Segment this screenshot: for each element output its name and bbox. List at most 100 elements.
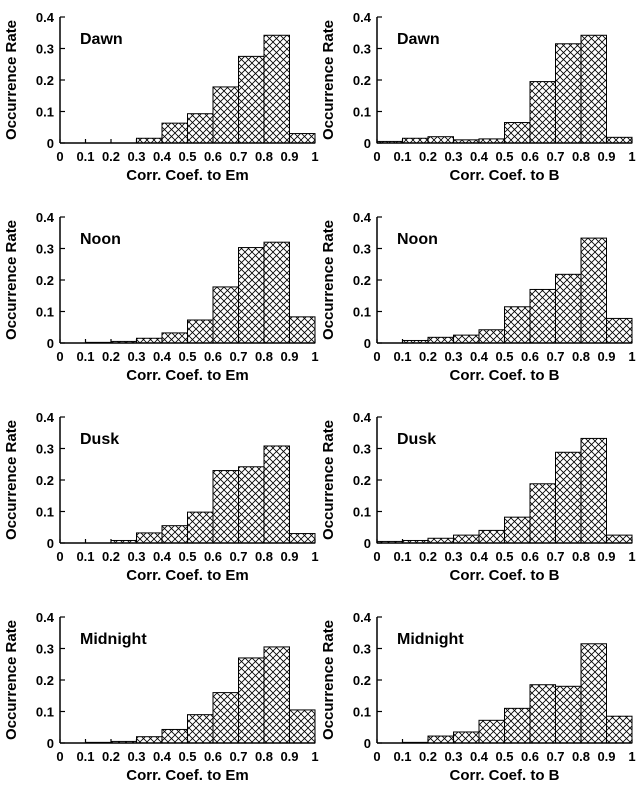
y-axis-label: Occurrence Rate	[320, 220, 337, 340]
panel-4: 0 0.1 0.2 0.3 0.4 0 0.1 0.2 0.3 0.4 0.5 0.6 0.7 0.8 0.…	[3, 410, 319, 584]
panel-1: 0 0.1 0.2 0.3 0.4 0 0.1 0.2 0.3 0.4 0.5 0.6 0.7 0.8 0.…	[320, 10, 636, 184]
x-tick-label: 0	[373, 549, 380, 564]
x-axis-label: Corr. Coef. to Em	[126, 767, 249, 784]
x-tick-label: 0	[373, 149, 380, 164]
x-tick-label: 0.3	[127, 349, 145, 364]
x-tick-label: 0.3	[444, 549, 462, 564]
x-tick-label: 0.8	[255, 549, 273, 564]
histogram-bar	[555, 451, 582, 544]
x-tick-label: 0.7	[546, 549, 564, 564]
y-tick-label: 0	[364, 736, 371, 751]
x-tick-label: 1	[628, 349, 635, 364]
panel-title: Noon	[397, 231, 438, 248]
x-tick-label: 0.7	[229, 549, 247, 564]
x-tick-label: 0.1	[393, 349, 411, 364]
x-tick-label: 0.2	[419, 549, 437, 564]
histogram-bar	[161, 728, 188, 744]
histogram-bar	[504, 306, 531, 344]
histogram-bar	[504, 707, 531, 744]
x-tick-label: 0.6	[521, 549, 539, 564]
x-tick-label: 0.7	[229, 349, 247, 364]
histogram-bar	[161, 122, 188, 144]
x-tick-label: 0.9	[597, 749, 615, 764]
y-tick-label: 0.4	[36, 10, 55, 25]
histogram-bar	[453, 334, 480, 344]
x-tick-label: 1	[311, 349, 318, 364]
histogram-bar	[427, 336, 454, 344]
x-tick-label: 0.1	[76, 749, 94, 764]
x-tick-label: 0.9	[280, 349, 298, 364]
x-tick-label: 0.9	[280, 749, 298, 764]
histogram-bar	[529, 288, 556, 344]
y-tick-label: 0.2	[36, 673, 54, 688]
histogram-bar	[580, 437, 607, 544]
x-tick-label: 1	[311, 749, 318, 764]
x-axis-label: Corr. Coef. to Em	[126, 567, 249, 584]
x-tick-label: 0.5	[495, 749, 513, 764]
histogram-bar	[161, 332, 188, 344]
x-tick-label: 0.6	[521, 749, 539, 764]
x-axis-label: Corr. Coef. to B	[449, 367, 559, 384]
y-tick-label: 0	[364, 136, 371, 151]
x-tick-label: 0.4	[470, 749, 489, 764]
y-axis-label: Occurrence Rate	[3, 420, 20, 540]
histogram-bar	[212, 86, 239, 144]
histogram-bar	[606, 136, 633, 144]
histogram-bar	[606, 715, 633, 744]
histogram-bar	[212, 470, 239, 544]
x-tick-label: 0.8	[572, 549, 590, 564]
x-tick-label: 1	[628, 549, 635, 564]
x-tick-label: 0.5	[495, 149, 513, 164]
histogram-bar	[238, 55, 265, 144]
x-tick-label: 0.3	[127, 149, 145, 164]
y-tick-label: 0.2	[353, 473, 371, 488]
histogram-bar	[427, 735, 454, 744]
x-tick-label: 0.2	[419, 149, 437, 164]
histogram-bar	[289, 709, 316, 744]
x-axis-label: Corr. Coef. to B	[449, 167, 559, 184]
histogram-bar	[263, 646, 290, 744]
y-axis-label: Occurrence Rate	[320, 20, 337, 140]
histogram-bar	[555, 685, 582, 744]
x-tick-label: 0.8	[255, 749, 273, 764]
x-tick-label: 0.3	[444, 149, 462, 164]
panel-6: 0 0.1 0.2 0.3 0.4 0 0.1 0.2 0.3 0.4 0.5 0.6 0.7 0.8 0.…	[3, 610, 319, 784]
x-tick-label: 0.5	[178, 149, 196, 164]
y-tick-label: 0.3	[353, 642, 371, 657]
x-tick-label: 0.5	[178, 349, 196, 364]
x-tick-label: 0.9	[597, 549, 615, 564]
x-tick-label: 0.4	[153, 549, 172, 564]
y-axis-label: Occurrence Rate	[3, 620, 20, 740]
histogram-bar	[289, 316, 316, 344]
y-tick-label: 0.1	[353, 305, 371, 320]
panel-title: Dusk	[397, 431, 436, 448]
histogram-bar	[263, 34, 290, 144]
histogram-bar	[504, 122, 531, 144]
histogram-bar	[580, 34, 607, 144]
y-tick-label: 0.1	[353, 505, 371, 520]
histogram-bar	[161, 525, 188, 544]
histogram-bar	[504, 516, 531, 544]
x-tick-label: 0	[56, 349, 63, 364]
x-tick-label: 0.4	[153, 349, 172, 364]
x-tick-label: 0	[373, 349, 380, 364]
x-tick-label: 0.3	[127, 749, 145, 764]
histogram-bar	[478, 329, 505, 344]
histogram-bar	[238, 466, 265, 544]
y-axis-label: Occurrence Rate	[3, 220, 20, 340]
x-tick-label: 0.2	[102, 749, 120, 764]
x-tick-label: 1	[628, 149, 635, 164]
y-tick-label: 0	[47, 136, 54, 151]
y-axis-label: Occurrence Rate	[320, 420, 337, 540]
y-tick-label: 0.4	[353, 10, 372, 25]
histogram-bar	[289, 533, 316, 544]
histogram-bar	[478, 719, 505, 744]
x-tick-label: 0.1	[393, 749, 411, 764]
y-tick-label: 0.1	[36, 705, 54, 720]
x-tick-label: 0.1	[76, 149, 94, 164]
histogram-bar	[529, 81, 556, 144]
x-tick-label: 0.4	[470, 149, 489, 164]
x-tick-label: 0	[373, 749, 380, 764]
y-tick-label: 0.2	[36, 473, 54, 488]
